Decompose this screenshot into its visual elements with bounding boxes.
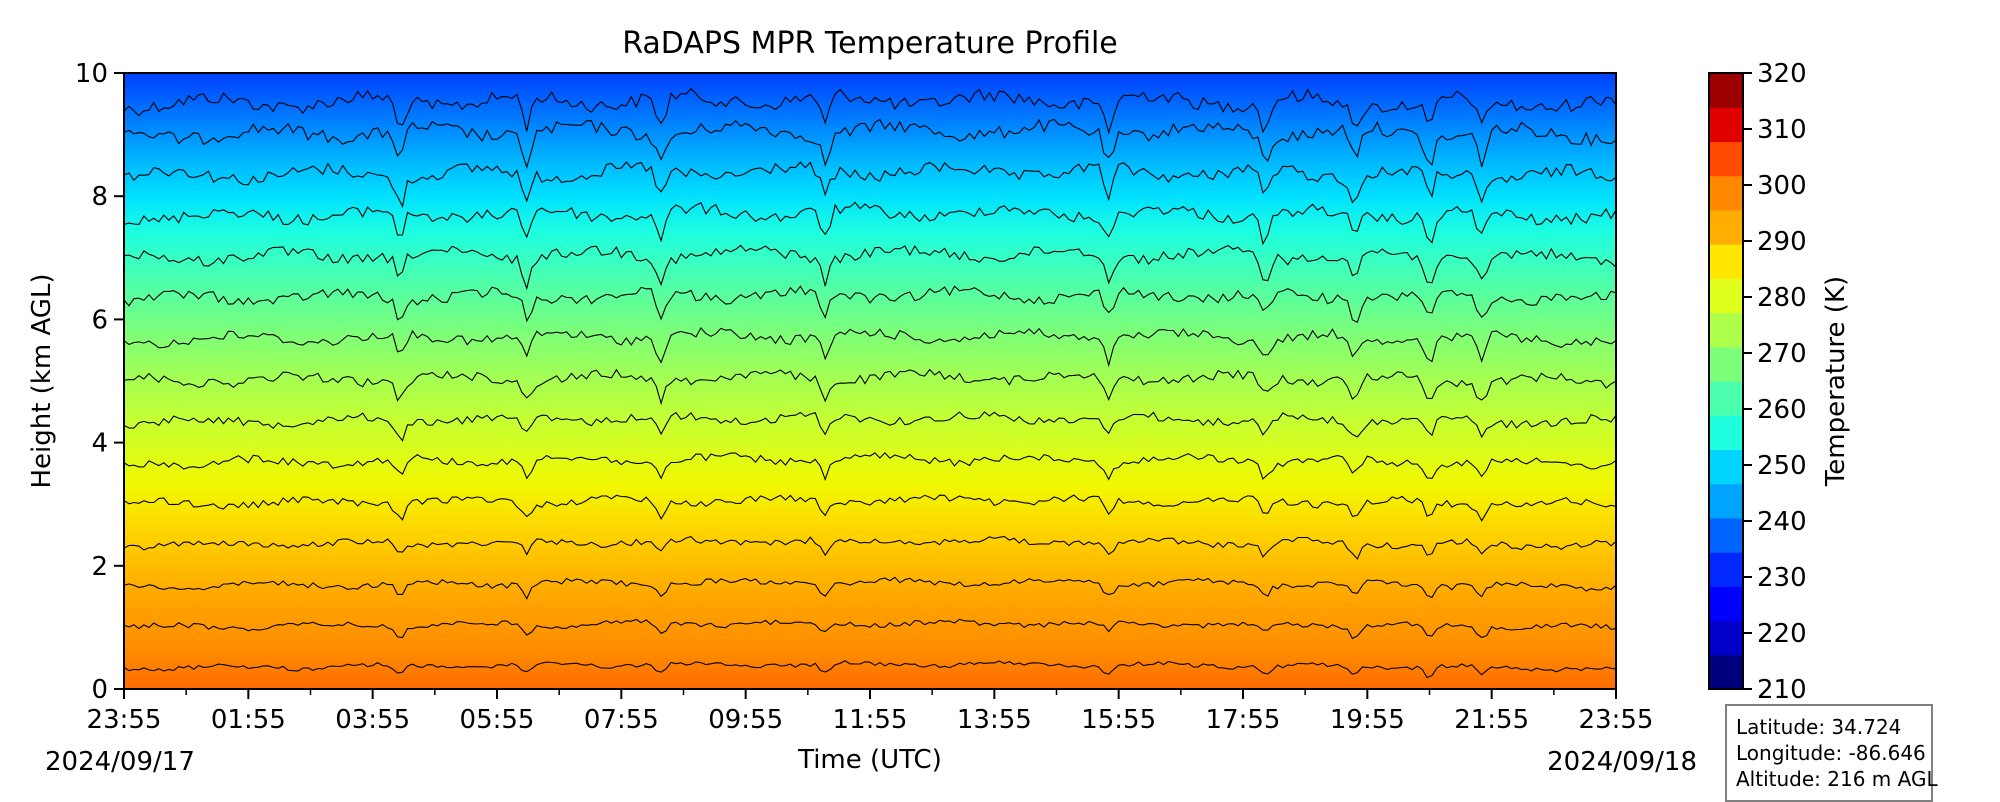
x-tick-label: 03:55 (335, 705, 410, 735)
x-start-date: 2024/09/17 (45, 747, 195, 777)
isotherm-contour (124, 494, 1616, 522)
station-longitude: Longitude: -86.646 (1736, 741, 1926, 765)
x-tick-label: 07:55 (584, 705, 659, 735)
colorbar-tick-label: 210 (1757, 675, 1807, 705)
x-tick-label: 09:55 (708, 705, 783, 735)
colorbar-tick-label: 290 (1757, 227, 1807, 257)
colorbar-segment (1709, 244, 1743, 279)
colorbar-tick-label: 240 (1757, 507, 1807, 537)
colorbar-segment (1709, 107, 1743, 143)
colorbar-segment (1709, 449, 1743, 485)
colorbar-tick-label: 230 (1757, 563, 1807, 593)
colorbar-segment (1709, 141, 1743, 177)
x-tick-label: 05:55 (460, 705, 535, 735)
y-tick-label: 6 (91, 305, 108, 335)
isotherm-contour (124, 411, 1616, 442)
colorbar-label: Temperature (K) (1821, 276, 1851, 487)
isotherm-contour (124, 535, 1616, 560)
isotherm-contour (124, 285, 1616, 323)
y-tick-label: 0 (91, 675, 108, 705)
y-tick-label: 10 (75, 59, 108, 89)
colorbar-tick-label: 250 (1757, 451, 1807, 481)
colorbar-segment (1709, 415, 1743, 451)
station-latitude: Latitude: 34.724 (1736, 715, 1902, 739)
colorbar-segment (1709, 175, 1743, 211)
x-tick-label: 13:55 (957, 705, 1032, 735)
x-tick-label: 01:55 (211, 705, 286, 735)
station-info-box: Latitude: 34.724 Longitude: -86.646 Alti… (1725, 704, 1938, 802)
isotherm-contour (124, 576, 1616, 600)
x-tick-label: 15:55 (1081, 705, 1156, 735)
chart-title: RaDAPS MPR Temperature Profile (622, 26, 1118, 61)
colorbar-segment (1709, 278, 1743, 314)
y-tick-label: 8 (91, 182, 108, 212)
colorbar-segment (1709, 483, 1743, 519)
isotherm-contour (124, 244, 1616, 291)
isotherm-contour (124, 618, 1616, 640)
x-tick-label: 11:55 (833, 705, 908, 735)
colorbar-segment (1709, 209, 1743, 245)
isotherm-contour (124, 326, 1616, 368)
isotherm-contour (124, 87, 1616, 135)
x-tick-label: 21:55 (1454, 705, 1529, 735)
colorbar-tick-label: 280 (1757, 283, 1807, 313)
colorbar-segment (1709, 73, 1743, 108)
colorbar-segment (1709, 381, 1743, 416)
x-tick-label: 23:55 (1579, 705, 1654, 735)
colorbar-tick-label: 270 (1757, 339, 1807, 369)
colorbar-segment (1709, 552, 1743, 587)
station-altitude: Altitude: 216 m AGL (1736, 767, 1938, 791)
colorbar-tick-label: 310 (1757, 115, 1807, 145)
x-tick-label: 23:55 (87, 705, 162, 735)
x-end-date: 2024/09/18 (1547, 747, 1697, 777)
colorbar-frame (1708, 72, 1744, 690)
colorbar-tick-label: 220 (1757, 619, 1807, 649)
x-axis: 23:55 01:55 03:55 05:55 07:55 09:55 11:55 13:55… (87, 689, 1654, 735)
plot-area (123, 72, 1617, 690)
colorbar: 210 220 230 240 250 260 270 280 290 300 310 320 (1708, 59, 1807, 705)
isotherm-contour (124, 452, 1616, 482)
isotherm-contour (124, 660, 1616, 679)
colorbar-tick-label: 300 (1757, 171, 1807, 201)
x-axis-label: Time (UTC) (797, 745, 942, 775)
isotherm-contour (124, 118, 1616, 169)
temperature-field (124, 73, 1616, 689)
colorbar-segment (1709, 346, 1743, 382)
colorbar-segment (1709, 312, 1743, 348)
isotherm-contour (124, 368, 1616, 406)
isotherm-contour (124, 201, 1616, 246)
x-tick-label: 19:55 (1330, 705, 1405, 735)
y-axis-label: Height (km AGL) (27, 273, 57, 488)
y-tick-label: 2 (91, 552, 108, 582)
colorbar-segment (1709, 586, 1743, 622)
colorbar-segment (1709, 517, 1743, 553)
colorbar-segment (1709, 620, 1743, 656)
colorbar-tick-label: 320 (1757, 59, 1807, 89)
x-tick-label: 17:55 (1206, 705, 1281, 735)
y-axis: 0 2 4 6 8 10 (75, 59, 124, 705)
colorbar-segment (1709, 654, 1743, 690)
y-tick-label: 4 (91, 429, 108, 459)
colorbar-tick-label: 260 (1757, 395, 1807, 425)
isotherm-contour (124, 161, 1616, 209)
